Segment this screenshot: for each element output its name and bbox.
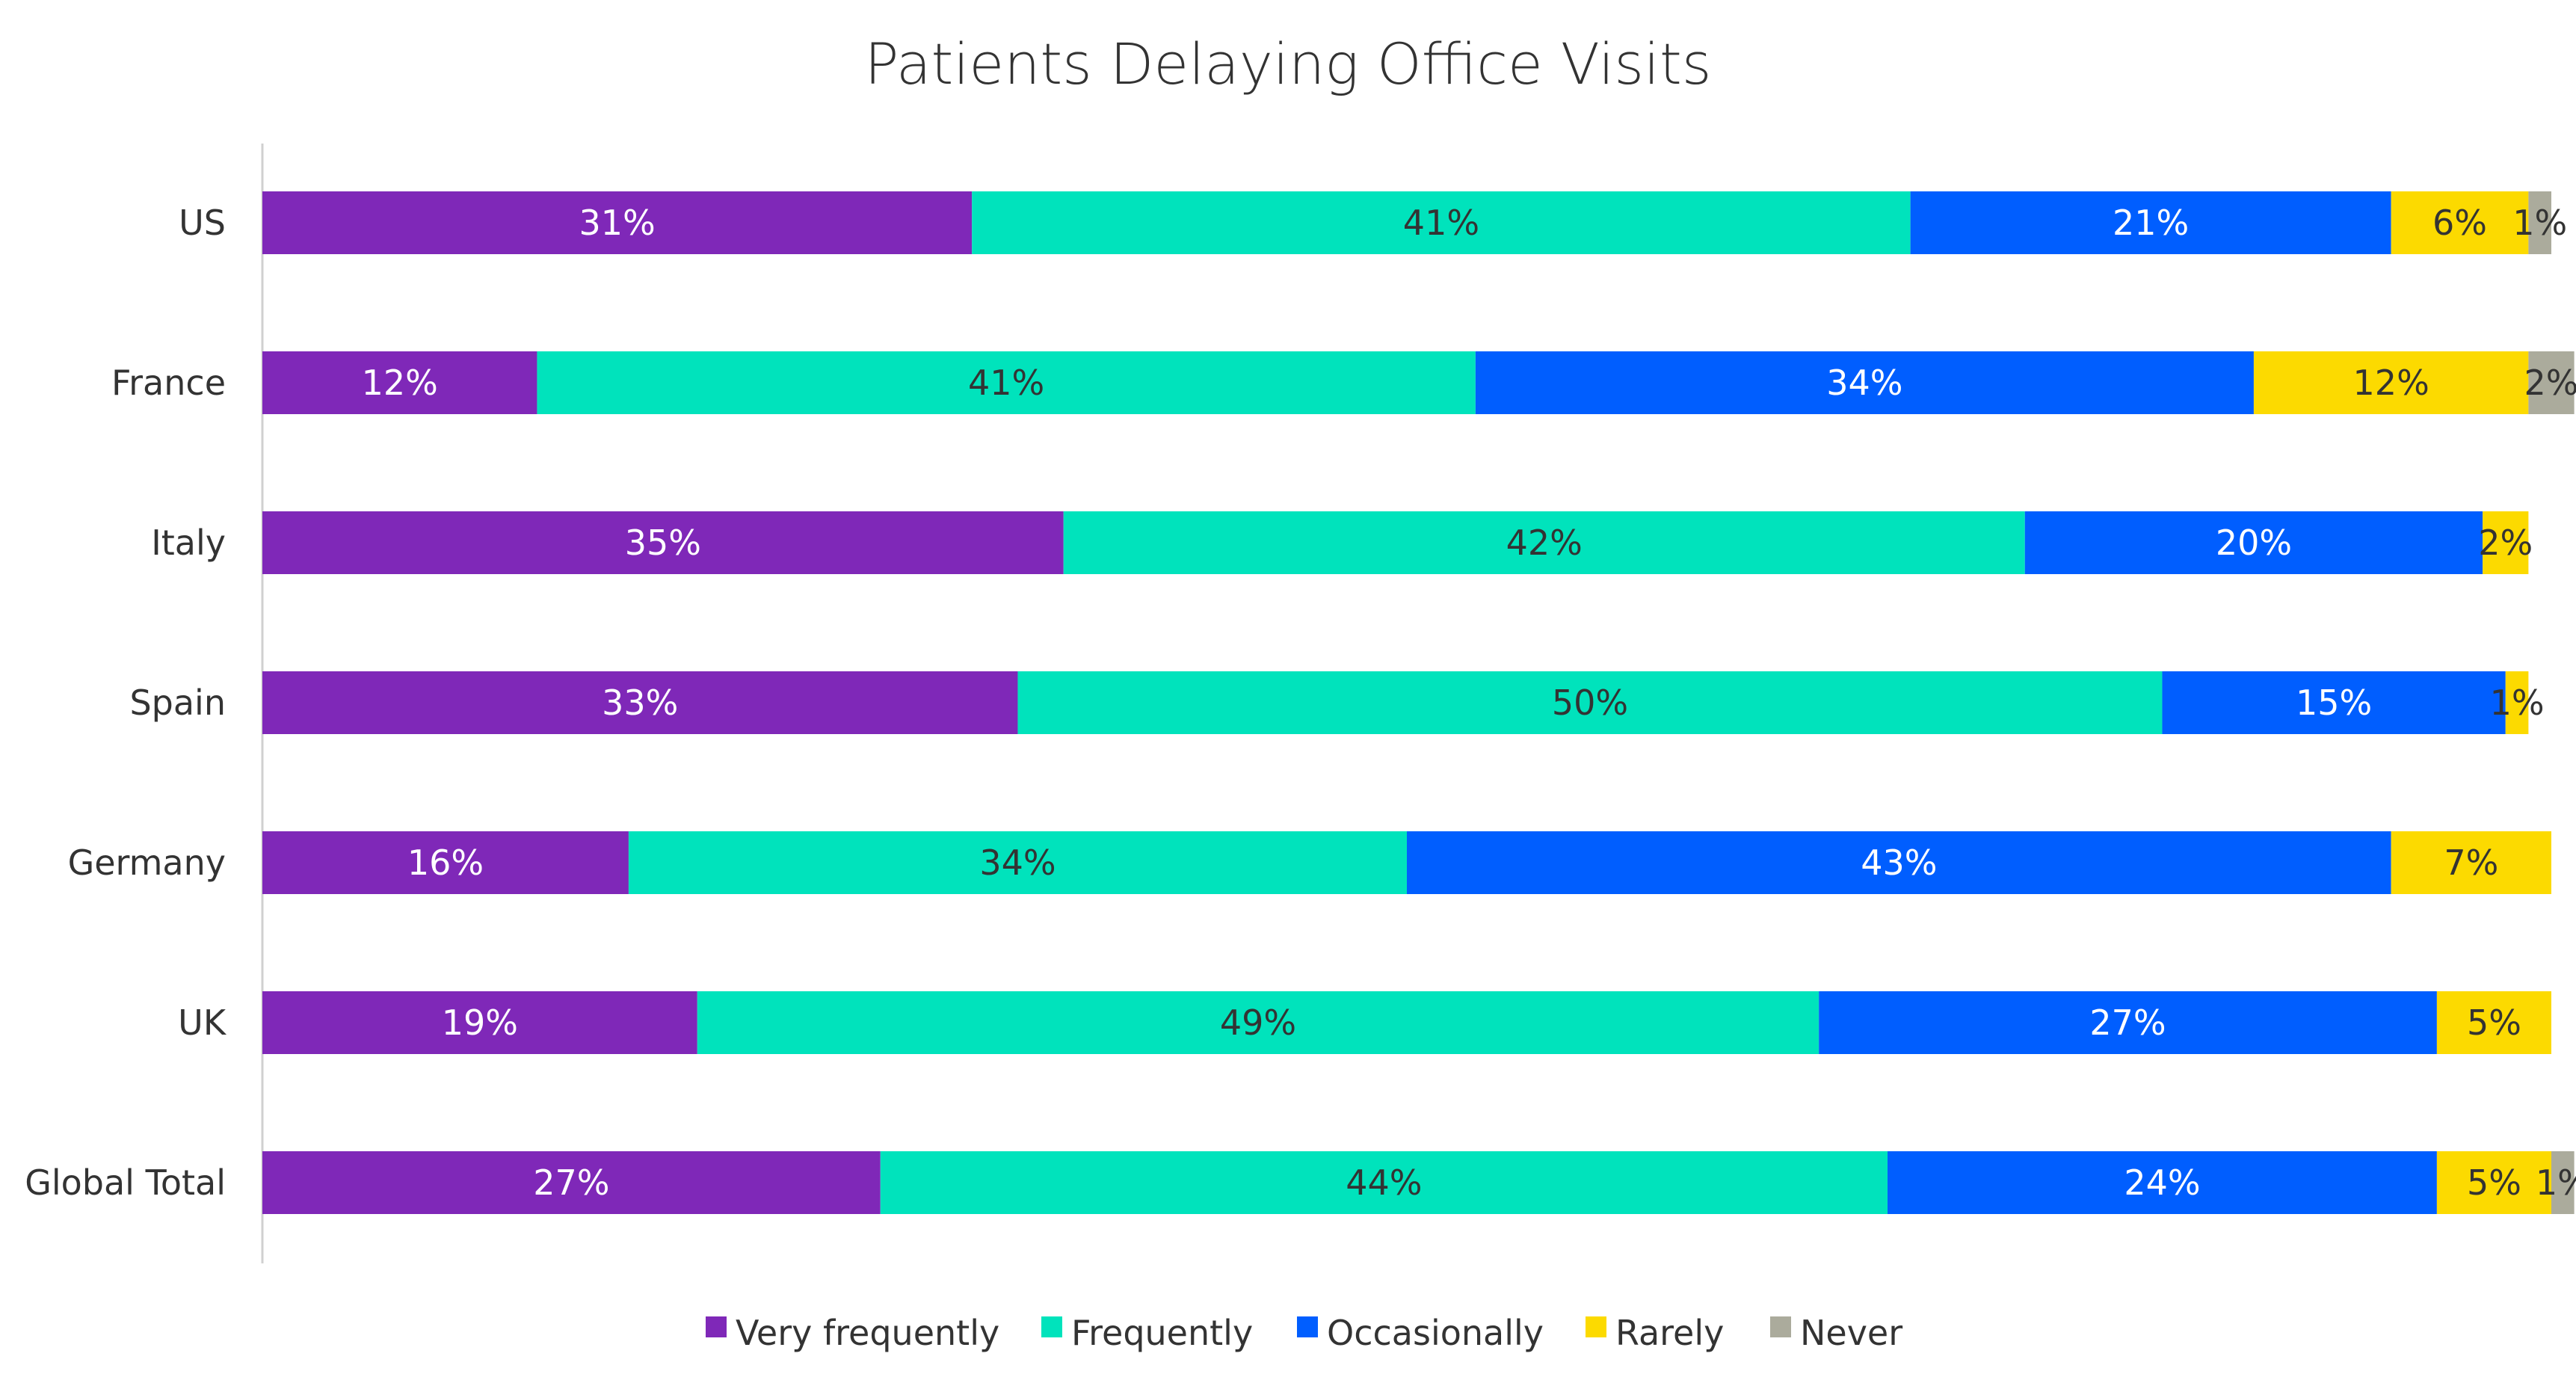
data-label: 42% [1506,523,1583,563]
bar-segment [262,991,697,1054]
data-label: 49% [1220,1002,1296,1043]
legend-swatch [1297,1316,1318,1337]
legend-label: Occasionally [1327,1313,1544,1353]
bar-segment [2436,1151,2551,1214]
data-label: 15% [2296,683,2372,723]
data-label: 2% [2478,523,2533,563]
data-label: 41% [1403,203,1479,243]
bar-segment [2391,191,2529,254]
bar-segment [2436,991,2551,1054]
legend-swatch [1041,1316,1062,1337]
bar-segment [1407,831,2391,894]
bar-segment [2162,671,2506,734]
data-label: 41% [968,363,1044,403]
legend-label: Never [1800,1313,1902,1353]
data-label: 27% [533,1162,609,1203]
data-label: 12% [2353,363,2429,403]
data-label: 19% [442,1002,518,1043]
category-label: Italy [151,523,226,563]
bar-segment [2024,511,2483,574]
bar-segment [262,511,1064,574]
data-label: 34% [979,843,1056,883]
data-label: 34% [1826,363,1902,403]
legend-label: Frequently [1071,1313,1253,1353]
data-label: 5% [2467,1162,2521,1203]
bar-segment [1910,191,2391,254]
category-label: France [111,363,226,403]
data-label: 2% [2524,363,2576,403]
data-label: 5% [2467,1002,2521,1043]
bar-segment [2505,671,2529,734]
data-label: 12% [362,363,438,403]
category-label: US [179,203,226,243]
bar-segment [2391,831,2551,894]
legend-label: Rarely [1615,1313,1724,1353]
legend-swatch [1586,1316,1606,1337]
bar-segment [262,831,629,894]
bars-group: 31% 41% 21% 6% 1% 12% 41% 34% 12% 2% 35% 42% 20% 2% 33… [262,191,2576,1214]
data-label: 1% [2490,683,2545,723]
data-label: 27% [2089,1002,2166,1043]
bar-segment [262,671,1018,734]
bar-segment [1819,991,2437,1054]
bar-segment [1063,511,2025,574]
bar-segment [262,351,537,414]
data-label: 33% [602,683,678,723]
data-label: 50% [1552,683,1628,723]
data-label: 21% [2113,203,2189,243]
category-label: UK [178,1002,227,1043]
category-label: Germany [68,843,226,883]
data-label: 16% [407,843,484,883]
data-label: 1% [2536,1162,2576,1203]
data-label: 6% [2432,203,2487,243]
legend: Very frequently Frequently Occasionally Rar… [706,1313,1902,1353]
category-labels: US France Italy Spain Germany UK Global Total [25,203,227,1203]
data-label: 7% [2444,843,2498,883]
data-label: 31% [579,203,655,243]
bar-segment [2551,1151,2575,1214]
chart-title: Patients Delaying Office Visits [865,31,1712,97]
bar-segment [262,1151,881,1214]
bar-segment [1017,671,2163,734]
data-label: 20% [2216,523,2292,563]
legend-label: Very frequently [736,1313,999,1353]
bar-segment [2483,511,2529,574]
bar-segment [1888,1151,2437,1214]
data-label: 35% [625,523,701,563]
bar-segment [537,351,1476,414]
bar-segment [2528,191,2551,254]
category-label: Global Total [25,1162,226,1203]
data-label: 43% [1861,843,1937,883]
data-label: 44% [1346,1162,1422,1203]
bar-segment [972,191,1911,254]
bar-segment [697,991,1819,1054]
bar-segment [2253,351,2529,414]
bar-segment [1475,351,2254,414]
legend-swatch [706,1316,727,1337]
bar-segment [880,1151,1888,1214]
bar-segment [628,831,1408,894]
data-label: 24% [2124,1162,2200,1203]
legend-swatch [1770,1316,1791,1337]
data-label: 1% [2512,203,2567,243]
bar-segment [262,191,973,254]
bar-segment [2528,351,2575,414]
category-label: Spain [129,683,226,723]
